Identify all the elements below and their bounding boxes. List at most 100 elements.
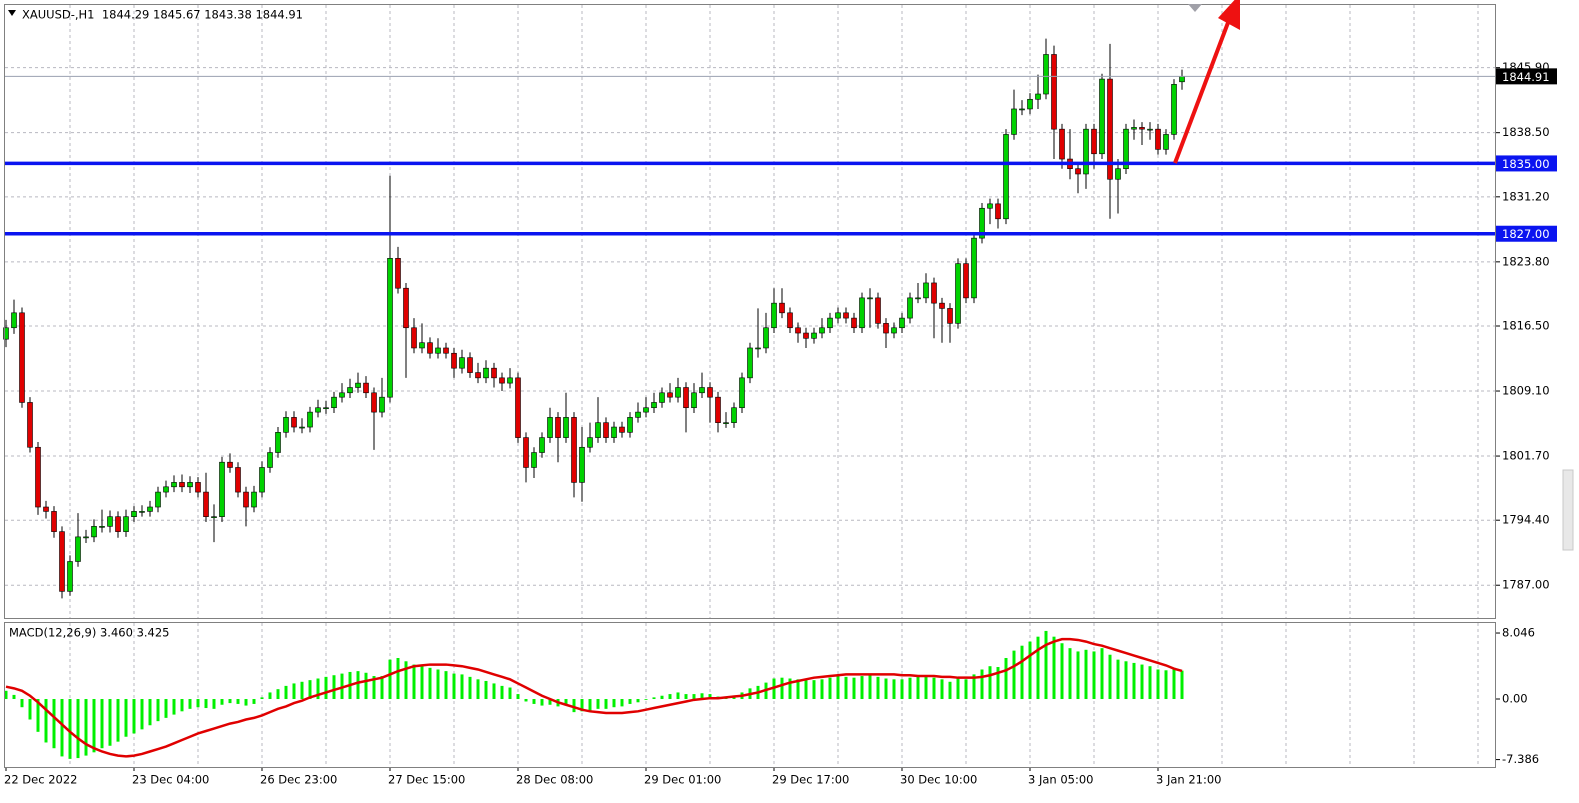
candle-body	[931, 282, 937, 304]
macd-bar	[76, 699, 80, 759]
macd-bar	[1132, 662, 1136, 700]
candle-body	[483, 367, 489, 379]
candle-body	[227, 461, 233, 468]
scrollbar[interactable]	[1562, 469, 1574, 551]
macd-bar	[596, 699, 600, 709]
candle-body	[763, 327, 769, 349]
candle-body	[971, 237, 977, 299]
macd-bar	[612, 699, 616, 708]
candle-body	[827, 317, 833, 329]
macd-bar	[268, 692, 272, 700]
candle-body	[835, 312, 841, 319]
macd-bar	[532, 699, 536, 704]
candle-body	[491, 367, 497, 379]
macd-bar	[412, 664, 416, 700]
macd-bar	[1052, 636, 1056, 700]
candle-body	[35, 446, 41, 508]
macd-bar	[828, 677, 832, 700]
candle-body	[1139, 127, 1145, 130]
candle-body	[667, 392, 673, 398]
macd-bar	[844, 676, 848, 700]
macd-bar	[884, 678, 888, 700]
macd-bar	[644, 699, 648, 700]
macd-panel-border	[4, 622, 1496, 768]
candle-body	[1147, 128, 1153, 131]
macd-bar	[900, 679, 904, 700]
macd-bar	[116, 699, 120, 742]
candle-body	[59, 531, 65, 592]
y-tick-label: 1809.10	[1502, 384, 1550, 398]
macd-bar	[804, 680, 808, 700]
macd-bar	[164, 699, 168, 718]
y-tick-label: 1823.80	[1502, 254, 1550, 268]
candle-body	[291, 417, 297, 428]
macd-bar	[44, 699, 48, 743]
candle-body	[43, 506, 49, 512]
candle-body	[331, 396, 337, 409]
candle-body	[379, 396, 385, 413]
candle-body	[995, 203, 1001, 220]
shift-marker[interactable]	[1188, 4, 1202, 12]
candle-body	[1179, 76, 1185, 83]
macd-bar	[1164, 670, 1168, 700]
candle-body	[51, 511, 57, 532]
macd-bar	[156, 699, 160, 722]
macd-bar	[1124, 661, 1128, 700]
candle-body	[131, 511, 137, 517]
candle-body	[83, 536, 89, 539]
candle-body	[163, 486, 169, 493]
candle-body	[467, 357, 473, 373]
macd-bar	[700, 693, 704, 700]
candle-body	[651, 402, 657, 409]
macd-bar	[1060, 643, 1064, 700]
macd-bar	[1116, 659, 1120, 700]
candle-body	[315, 407, 321, 413]
candle-body	[707, 387, 713, 398]
candle-body	[1043, 54, 1049, 95]
macd-bar	[492, 683, 496, 700]
macd-bar	[996, 667, 1000, 700]
macd-bar	[100, 699, 104, 749]
macd-bar	[580, 699, 584, 712]
candle-body	[243, 491, 249, 508]
candle-body	[91, 526, 97, 538]
macd-bar	[836, 676, 840, 700]
candle-body	[795, 327, 801, 334]
x-tick-label: 27 Dec 15:00	[388, 773, 465, 787]
macd-bar	[324, 676, 328, 700]
candle-body	[787, 312, 793, 329]
x-tick-label: 29 Dec 17:00	[772, 773, 849, 787]
candle-body	[1115, 168, 1121, 180]
candle-body	[427, 342, 433, 354]
candle-body	[779, 302, 785, 314]
macd-bar	[1004, 658, 1008, 700]
x-tick-label: 29 Dec 01:00	[644, 773, 721, 787]
macd-bar	[1012, 650, 1016, 700]
macd-bar	[860, 676, 864, 700]
macd-bar	[188, 699, 192, 709]
menu-triangle[interactable]	[8, 10, 16, 16]
candle-body	[555, 417, 561, 438]
candle-body	[363, 382, 369, 394]
candle-body	[419, 342, 425, 349]
candle-body	[499, 377, 505, 384]
candle-body	[915, 297, 921, 300]
macd-bar	[988, 666, 992, 700]
macd-bar	[788, 678, 792, 700]
candle-body	[1019, 108, 1025, 111]
candle-body	[867, 297, 873, 300]
candle-body	[563, 417, 569, 438]
macd-bar	[908, 677, 912, 700]
macd-bar	[964, 679, 968, 700]
x-tick-label: 23 Dec 04:00	[132, 773, 209, 787]
macd-bar	[300, 681, 304, 700]
macd-bar	[1044, 630, 1048, 700]
candle-body	[691, 392, 697, 409]
candle-body	[955, 263, 961, 324]
candle-body	[179, 482, 185, 488]
macd-bar	[820, 679, 824, 700]
macd-bar	[956, 676, 960, 700]
macd-bar	[172, 699, 176, 715]
macd-bar	[1036, 636, 1040, 700]
